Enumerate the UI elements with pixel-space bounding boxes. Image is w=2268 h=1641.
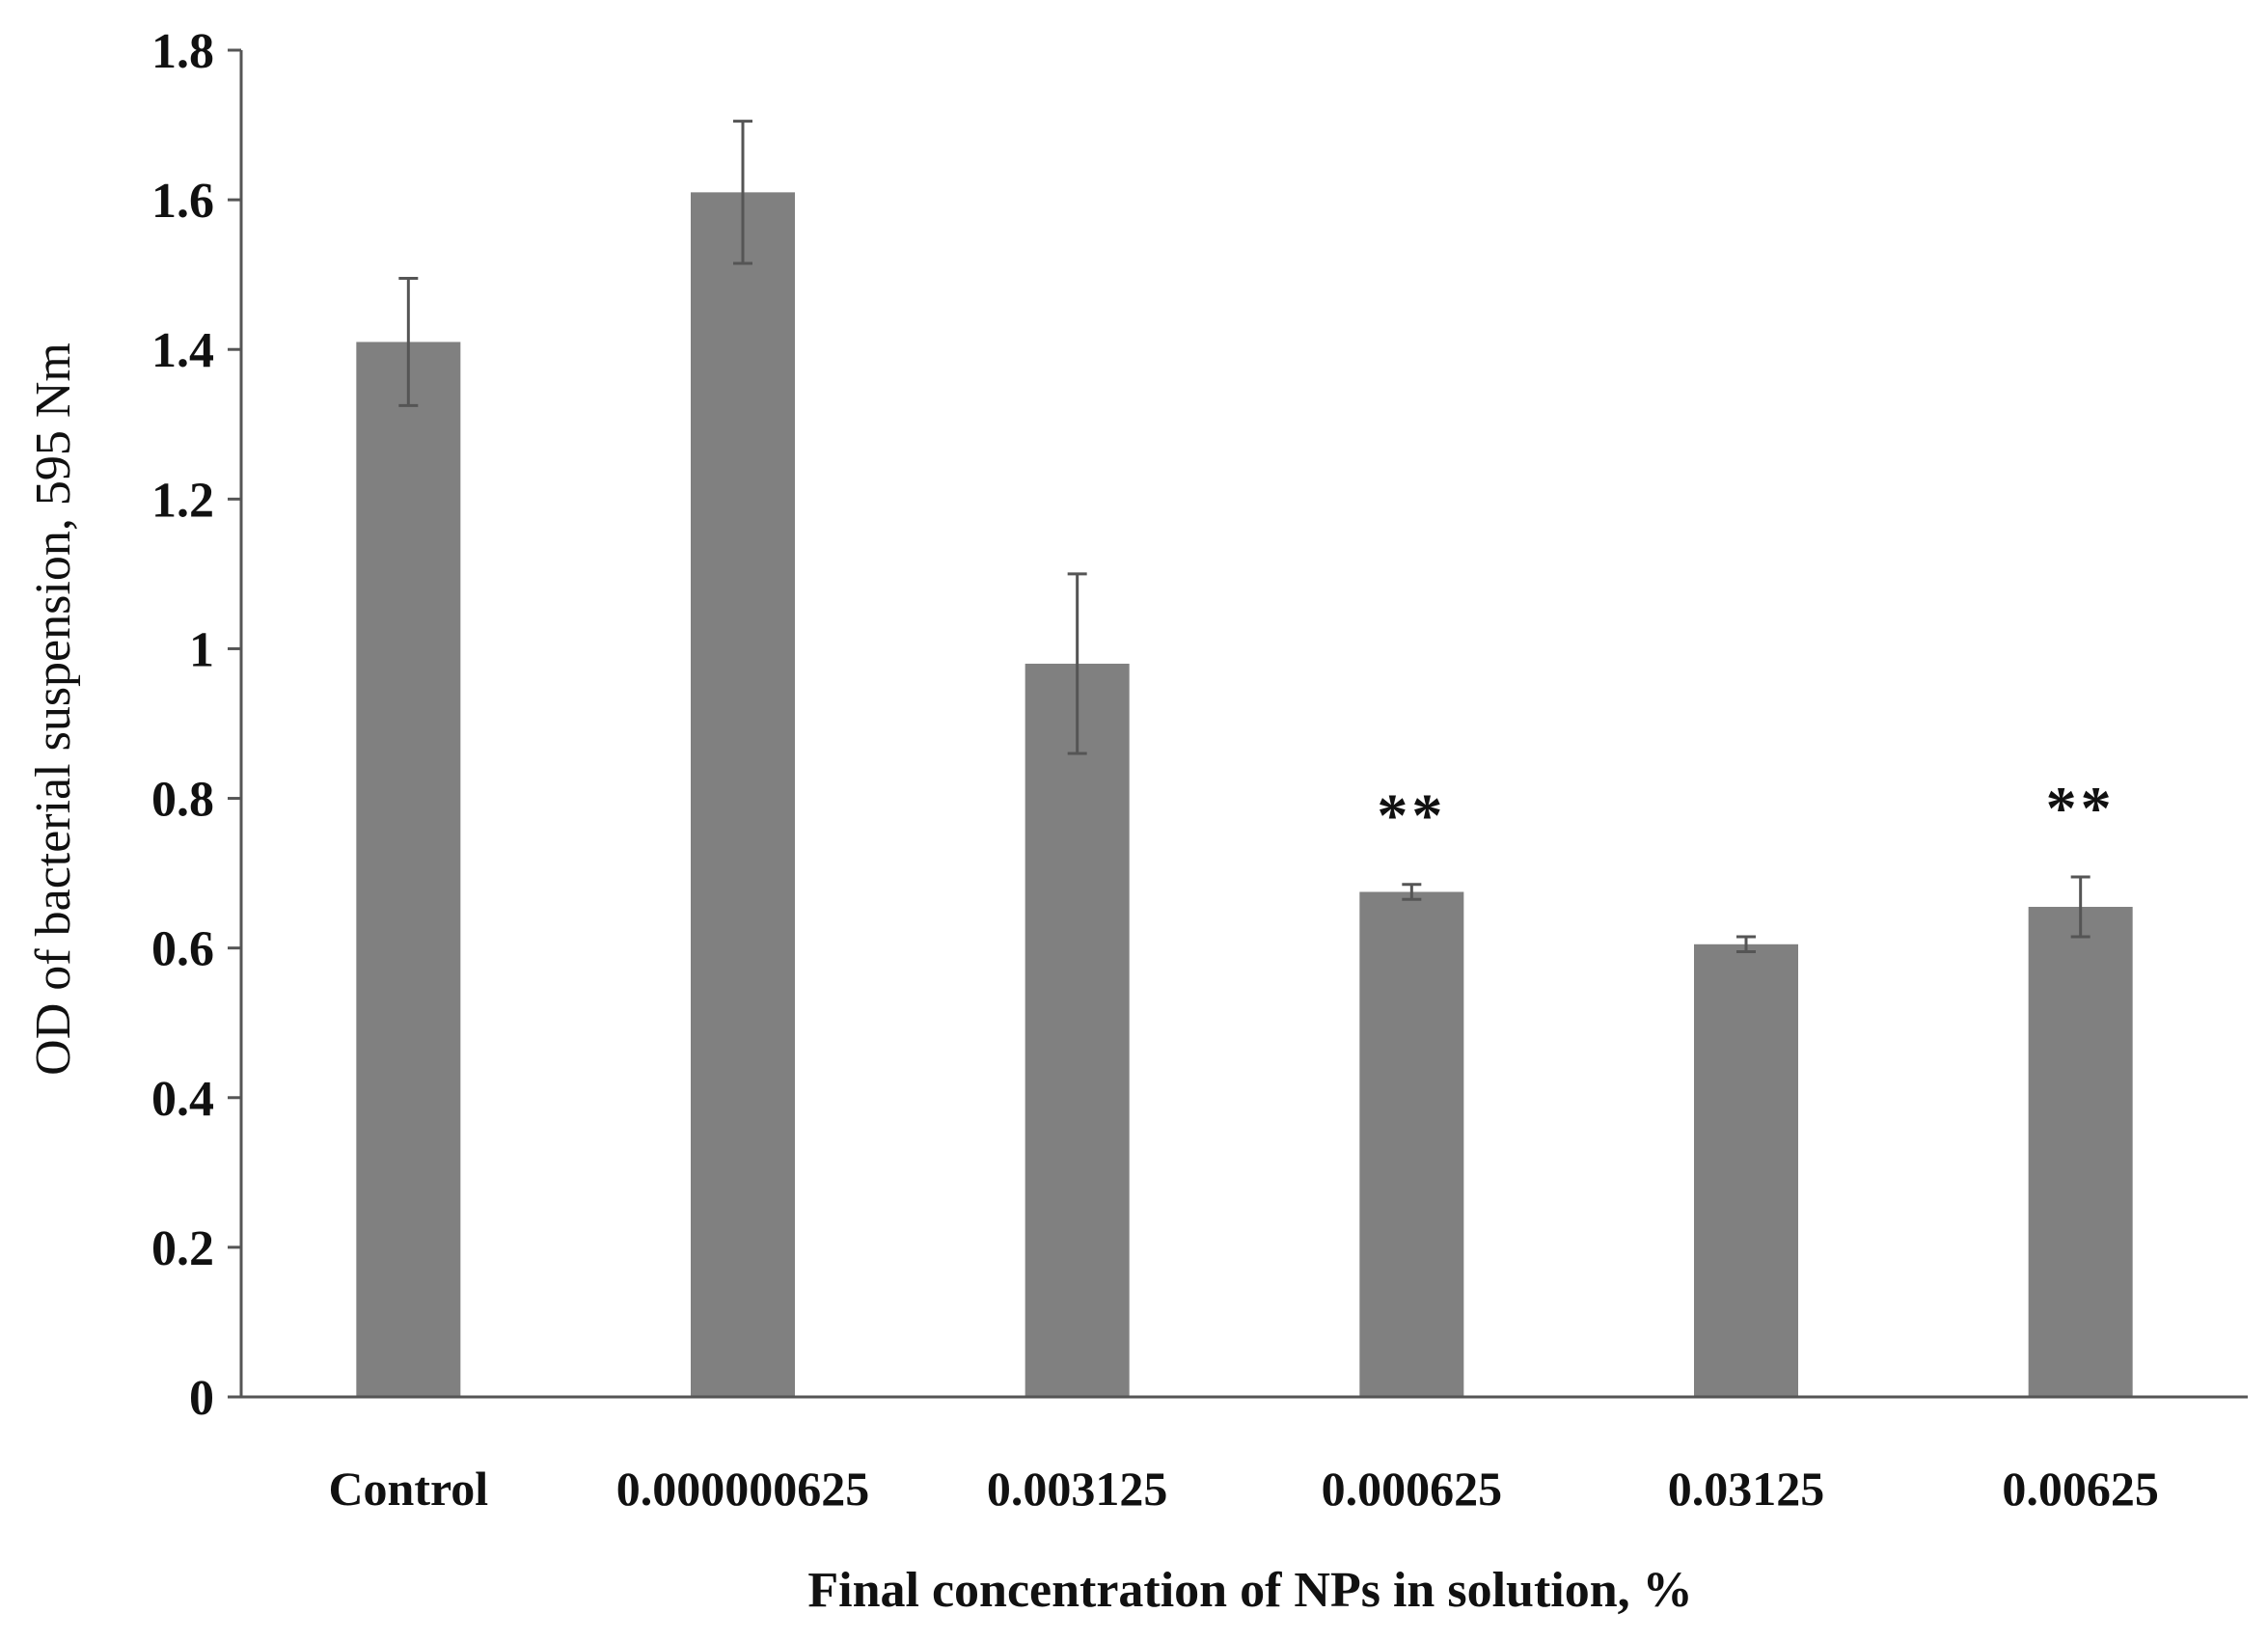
- error-bar: [1736, 935, 1756, 954]
- axes-layer: [239, 50, 2248, 1399]
- y-tick-label: 1.2: [151, 473, 214, 528]
- y-tick-label: 0.4: [151, 1072, 214, 1127]
- y-tick-label: 0.8: [151, 773, 214, 828]
- y-tick-label: 1: [189, 622, 214, 677]
- error-bar: [1067, 572, 1087, 755]
- bars-layer: [356, 192, 2133, 1397]
- y-tick-label: 0.2: [151, 1221, 214, 1276]
- bar: [691, 192, 795, 1397]
- y-axis-label: OD of bacterial suspension, 595 Nm: [26, 342, 81, 1076]
- y-ticks-layer: 0 0.2 0.4 0.6 0.8 1 1.2 1.4 1.6 1.8: [151, 24, 241, 1426]
- x-ticks-layer: Control 0.000000625 0.003125 0.000625 0.0312…: [328, 1462, 2158, 1516]
- x-tick-label: 0.03125: [1668, 1462, 1825, 1516]
- y-tick-label: 1.6: [151, 174, 214, 229]
- significance-annotation: **: [2046, 774, 2116, 842]
- error-bar: [398, 277, 419, 407]
- bar: [356, 342, 461, 1397]
- y-tick-label: 0.6: [151, 922, 214, 977]
- error-bar: [733, 120, 752, 265]
- error-bar: [1402, 883, 1422, 901]
- bar: [1694, 944, 1798, 1397]
- x-tick-label: 0.000000625: [616, 1462, 870, 1516]
- annotations-layer: ** **: [1377, 774, 2116, 850]
- y-tick-label: 1.4: [151, 323, 214, 378]
- significance-annotation: **: [1377, 781, 1446, 850]
- error-bar: [2070, 875, 2090, 939]
- x-tick-label: 0.00625: [2002, 1462, 2159, 1516]
- y-tick-label: 1.8: [151, 24, 214, 79]
- y-tick-label: 0: [189, 1371, 214, 1426]
- x-tick-label: 0.000625: [1322, 1462, 1503, 1516]
- bar: [1359, 891, 1464, 1397]
- x-tick-label: Control: [328, 1462, 488, 1516]
- error-bars-layer: [398, 120, 2090, 954]
- bar: [1025, 663, 1130, 1397]
- x-tick-label: 0.003125: [987, 1462, 1168, 1516]
- bar: [2028, 907, 2133, 1397]
- x-axis-label: Final concentration of NPs in solution, …: [807, 1563, 1692, 1618]
